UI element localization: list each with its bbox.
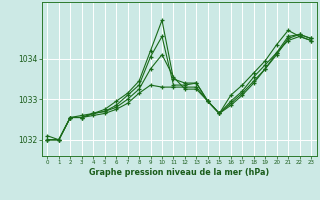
X-axis label: Graphe pression niveau de la mer (hPa): Graphe pression niveau de la mer (hPa) bbox=[89, 168, 269, 177]
